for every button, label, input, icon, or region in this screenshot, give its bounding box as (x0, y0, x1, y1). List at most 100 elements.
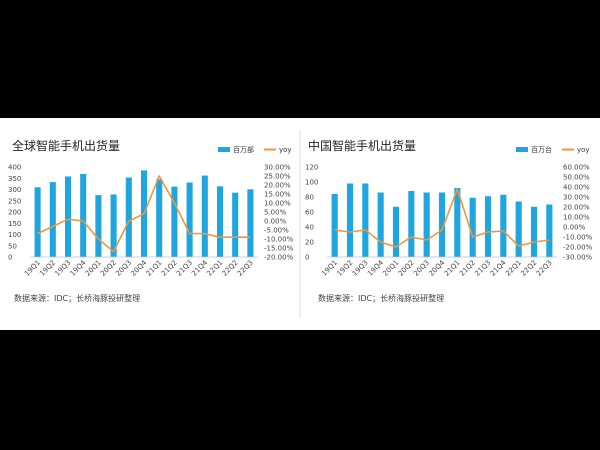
x-tick-label: 21Q4 (489, 258, 508, 277)
legend-bar-label: 百万台 (531, 145, 552, 154)
x-tick-label: 21Q3 (473, 259, 492, 278)
y2-tick-label: 10.00% (264, 200, 291, 208)
x-tick-label: 22Q2 (221, 259, 240, 278)
x-tick-label: 19Q1 (320, 259, 339, 278)
bar (546, 204, 553, 257)
y-tick-label: 150 (8, 220, 21, 228)
x-tick-label: 22Q3 (236, 259, 255, 278)
y2-tick-label: 20.00% (264, 182, 291, 190)
bar (392, 206, 400, 257)
bar (484, 196, 492, 257)
y2-tick-label: 10.00% (563, 214, 590, 222)
y-tick-label: 350 (8, 175, 21, 183)
y2-tick-label: 30.00% (264, 164, 291, 172)
y2-tick-label: -5.00% (264, 227, 289, 235)
x-tick-label: 21Q2 (160, 259, 179, 278)
y2-tick-label: 0.00% (264, 218, 287, 226)
bar (95, 195, 102, 257)
yoy-line (334, 188, 550, 248)
y-tick-label: 20 (305, 239, 314, 247)
bar (232, 192, 239, 257)
bar (377, 192, 384, 257)
x-tick-label: 20Q1 (381, 259, 400, 278)
y-tick-label: 250 (8, 197, 21, 205)
x-tick-label: 20Q3 (412, 259, 431, 278)
y-tick-label: 40 (305, 224, 314, 232)
x-tick-label: 20Q2 (397, 259, 416, 278)
x-tick-label: 21Q3 (175, 259, 194, 278)
x-tick-label: 21Q2 (458, 259, 477, 278)
y2-tick-label: 40.00% (563, 184, 590, 192)
bar (530, 206, 538, 257)
bar (362, 183, 369, 257)
y2-tick-label: 25.00% (264, 173, 291, 181)
x-tick-label: 22Q2 (519, 259, 538, 278)
bar (423, 192, 430, 257)
yoy-line (37, 175, 251, 253)
y-tick-label: 300 (8, 186, 21, 194)
bar (346, 183, 354, 257)
y2-tick-label: 15.00% (264, 191, 291, 199)
bar (247, 189, 254, 257)
chart-title: 中国智能手机出货量 (308, 138, 416, 153)
x-tick-label: 19Q1 (23, 259, 42, 278)
y-tick-label: 400 (8, 164, 21, 172)
y-tick-label: 120 (305, 164, 318, 172)
chart-source: 数据来源：IDC；长桥海豚投研整理 (318, 293, 444, 303)
bar (34, 187, 41, 257)
bar (156, 179, 163, 257)
x-tick-label: 21Q1 (443, 259, 462, 278)
bar (49, 182, 56, 257)
y2-tick-label: 30.00% (563, 194, 590, 202)
x-tick-label: 19Q2 (38, 259, 57, 278)
bar (515, 201, 522, 257)
y2-tick-label: 0.00% (563, 224, 586, 232)
x-tick-label: 22Q1 (205, 259, 224, 278)
bar (216, 186, 224, 257)
legend-bar-swatch (516, 147, 528, 152)
bar (469, 197, 476, 257)
china-shipments-chart: 中国智能手机出货量 数据来源：IDC；长桥海豚投研整理 0 20 40 60 80 100… (305, 138, 593, 303)
x-tick-label: 21Q1 (145, 259, 164, 278)
y2-tick-label: -30.00% (563, 254, 593, 262)
legend-bar-label: 百万部 (233, 145, 254, 154)
y-tick-label: 80 (305, 194, 314, 202)
x-tick-label: 22Q3 (535, 259, 554, 278)
y2-tick-label: -10.00% (264, 236, 294, 244)
bar (438, 192, 446, 257)
bar (454, 188, 461, 257)
legend-line-label: yoy (577, 146, 590, 154)
bar (125, 177, 132, 257)
x-tick-label: 20Q3 (114, 259, 133, 278)
bar (186, 182, 193, 257)
chart-title: 全球智能手机出货量 (12, 138, 120, 153)
x-tick-label: 19Q4 (366, 258, 385, 277)
y-tick-label: 200 (8, 209, 21, 217)
chart-svg: 全球智能手机出货量 数据来源：IDC；长桥海豚投研整理 050100150200… (8, 130, 593, 318)
x-tick-label: 21Q4 (190, 258, 209, 277)
x-tick-label: 19Q3 (53, 259, 72, 278)
y-tick-label: 0 (8, 254, 12, 262)
bar (331, 194, 338, 257)
y-tick-label: 50 (8, 242, 17, 250)
legend-bar-swatch (218, 147, 230, 152)
bar (64, 176, 72, 257)
y2-tick-label: -20.00% (264, 254, 294, 262)
y2-tick-label: 60.00% (563, 164, 590, 172)
y2-tick-label: 50.00% (563, 174, 590, 182)
chart-canvas: 全球智能手机出货量 数据来源：IDC；长桥海豚投研整理 0 50 100 150 200… (0, 118, 600, 330)
x-tick-label: 20Q4 (427, 258, 446, 277)
x-tick-label: 20Q1 (84, 259, 103, 278)
x-tick-label: 22Q1 (504, 259, 523, 278)
bar (80, 173, 87, 257)
x-tick-label: 20Q4 (129, 258, 148, 277)
global-shipments-chart: 全球智能手机出货量 数据来源：IDC；长桥海豚投研整理 0 50 100 150 200… (8, 138, 294, 303)
bar (171, 186, 178, 257)
y2-tick-label: -10.00% (563, 234, 593, 242)
bar (408, 191, 415, 257)
legend-line-label: yoy (279, 146, 292, 154)
y2-tick-label: 20.00% (563, 204, 590, 212)
x-tick-label: 19Q3 (351, 259, 370, 278)
y-tick-label: 100 (305, 179, 318, 187)
x-tick-label: 20Q2 (99, 259, 118, 278)
